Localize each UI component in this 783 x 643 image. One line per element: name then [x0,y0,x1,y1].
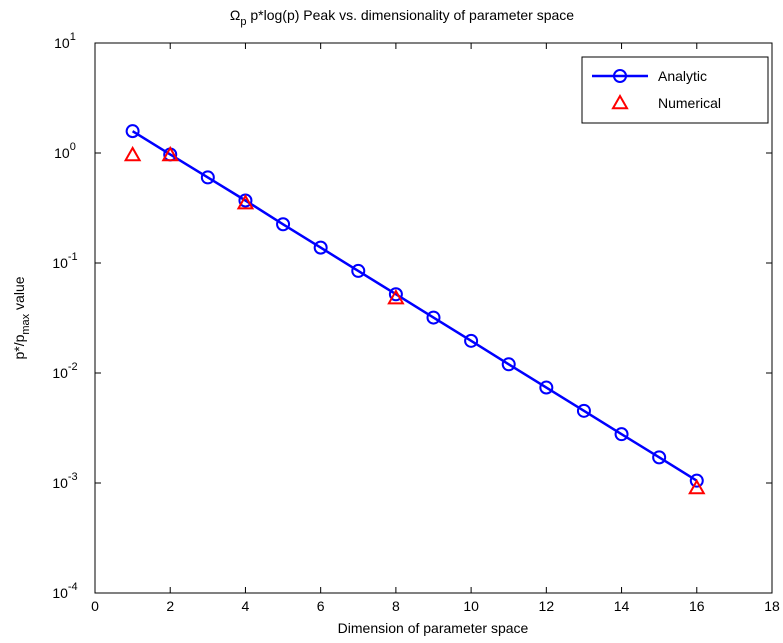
legend-box [581,56,769,124]
legend-marker [613,69,627,83]
legend-marker [611,93,629,110]
title-symbol: Ω [230,7,240,23]
y-tick-label: 10-4 [52,581,77,601]
data-point [387,289,405,305]
data-point [313,240,328,255]
y-tick-base: 10 [52,255,68,271]
x-tick-label: 10 [463,598,479,614]
data-point [464,333,479,348]
data-point [125,124,140,139]
data-point [688,479,706,495]
x-axis-label: Dimension of parameter space [338,620,529,636]
y-label-rest: value [11,276,27,314]
y-tick-label: 100 [54,141,76,161]
data-point [236,194,255,210]
y-tick-label: 101 [54,31,76,51]
series-line [131,130,698,482]
y-tick-exponent: -3 [68,471,78,483]
data-point [388,287,403,302]
x-tick-label: 6 [317,598,325,614]
x-tick-label: 8 [392,598,400,614]
data-point [123,145,142,162]
y-tick-base: 10 [52,365,68,381]
title-sub: p [240,16,246,28]
y-tick-exponent: -2 [68,361,78,373]
y-tick-base: 10 [52,585,68,601]
legend-label: Analytic [658,68,707,84]
y-axis-label: p*/pmax value [11,276,32,359]
y-tick-label: 10-1 [52,251,77,271]
data-point [351,263,366,278]
data-point [539,380,554,395]
x-tick-label: 4 [242,598,250,614]
y-tick-base: 10 [54,35,70,51]
data-point [161,145,179,162]
title-rest: p*log(p) Peak vs. dimensionality of para… [246,7,574,23]
chart-title: Ωp p*log(p) Peak vs. dimensionality of p… [230,7,574,28]
y-tick-exponent: -1 [68,251,78,263]
data-point [200,170,215,185]
y-label-base: p*/p [11,334,27,359]
y-tick-base: 10 [54,145,70,161]
x-tick-label: 16 [689,598,705,614]
data-point [576,403,591,418]
x-tick-label: 0 [91,598,99,614]
y-tick-exponent: -4 [68,581,78,593]
y-tick-exponent: 1 [70,31,76,43]
x-tick-label: 2 [166,598,174,614]
y-tick-base: 10 [52,475,68,491]
x-tick-label: 12 [539,598,555,614]
y-label-sub: max [20,313,32,334]
data-point [689,473,704,488]
y-tick-label: 10-2 [52,361,77,381]
data-point [614,427,629,442]
y-tick-exponent: 0 [70,141,76,153]
data-point [501,357,516,372]
legend-label: Numerical [658,95,721,111]
data-point [652,450,667,465]
y-tick-label: 10-3 [52,471,77,491]
x-tick-label: 18 [764,598,780,614]
x-tick-label: 14 [614,598,630,614]
data-point [426,310,441,325]
data-point [276,217,291,232]
